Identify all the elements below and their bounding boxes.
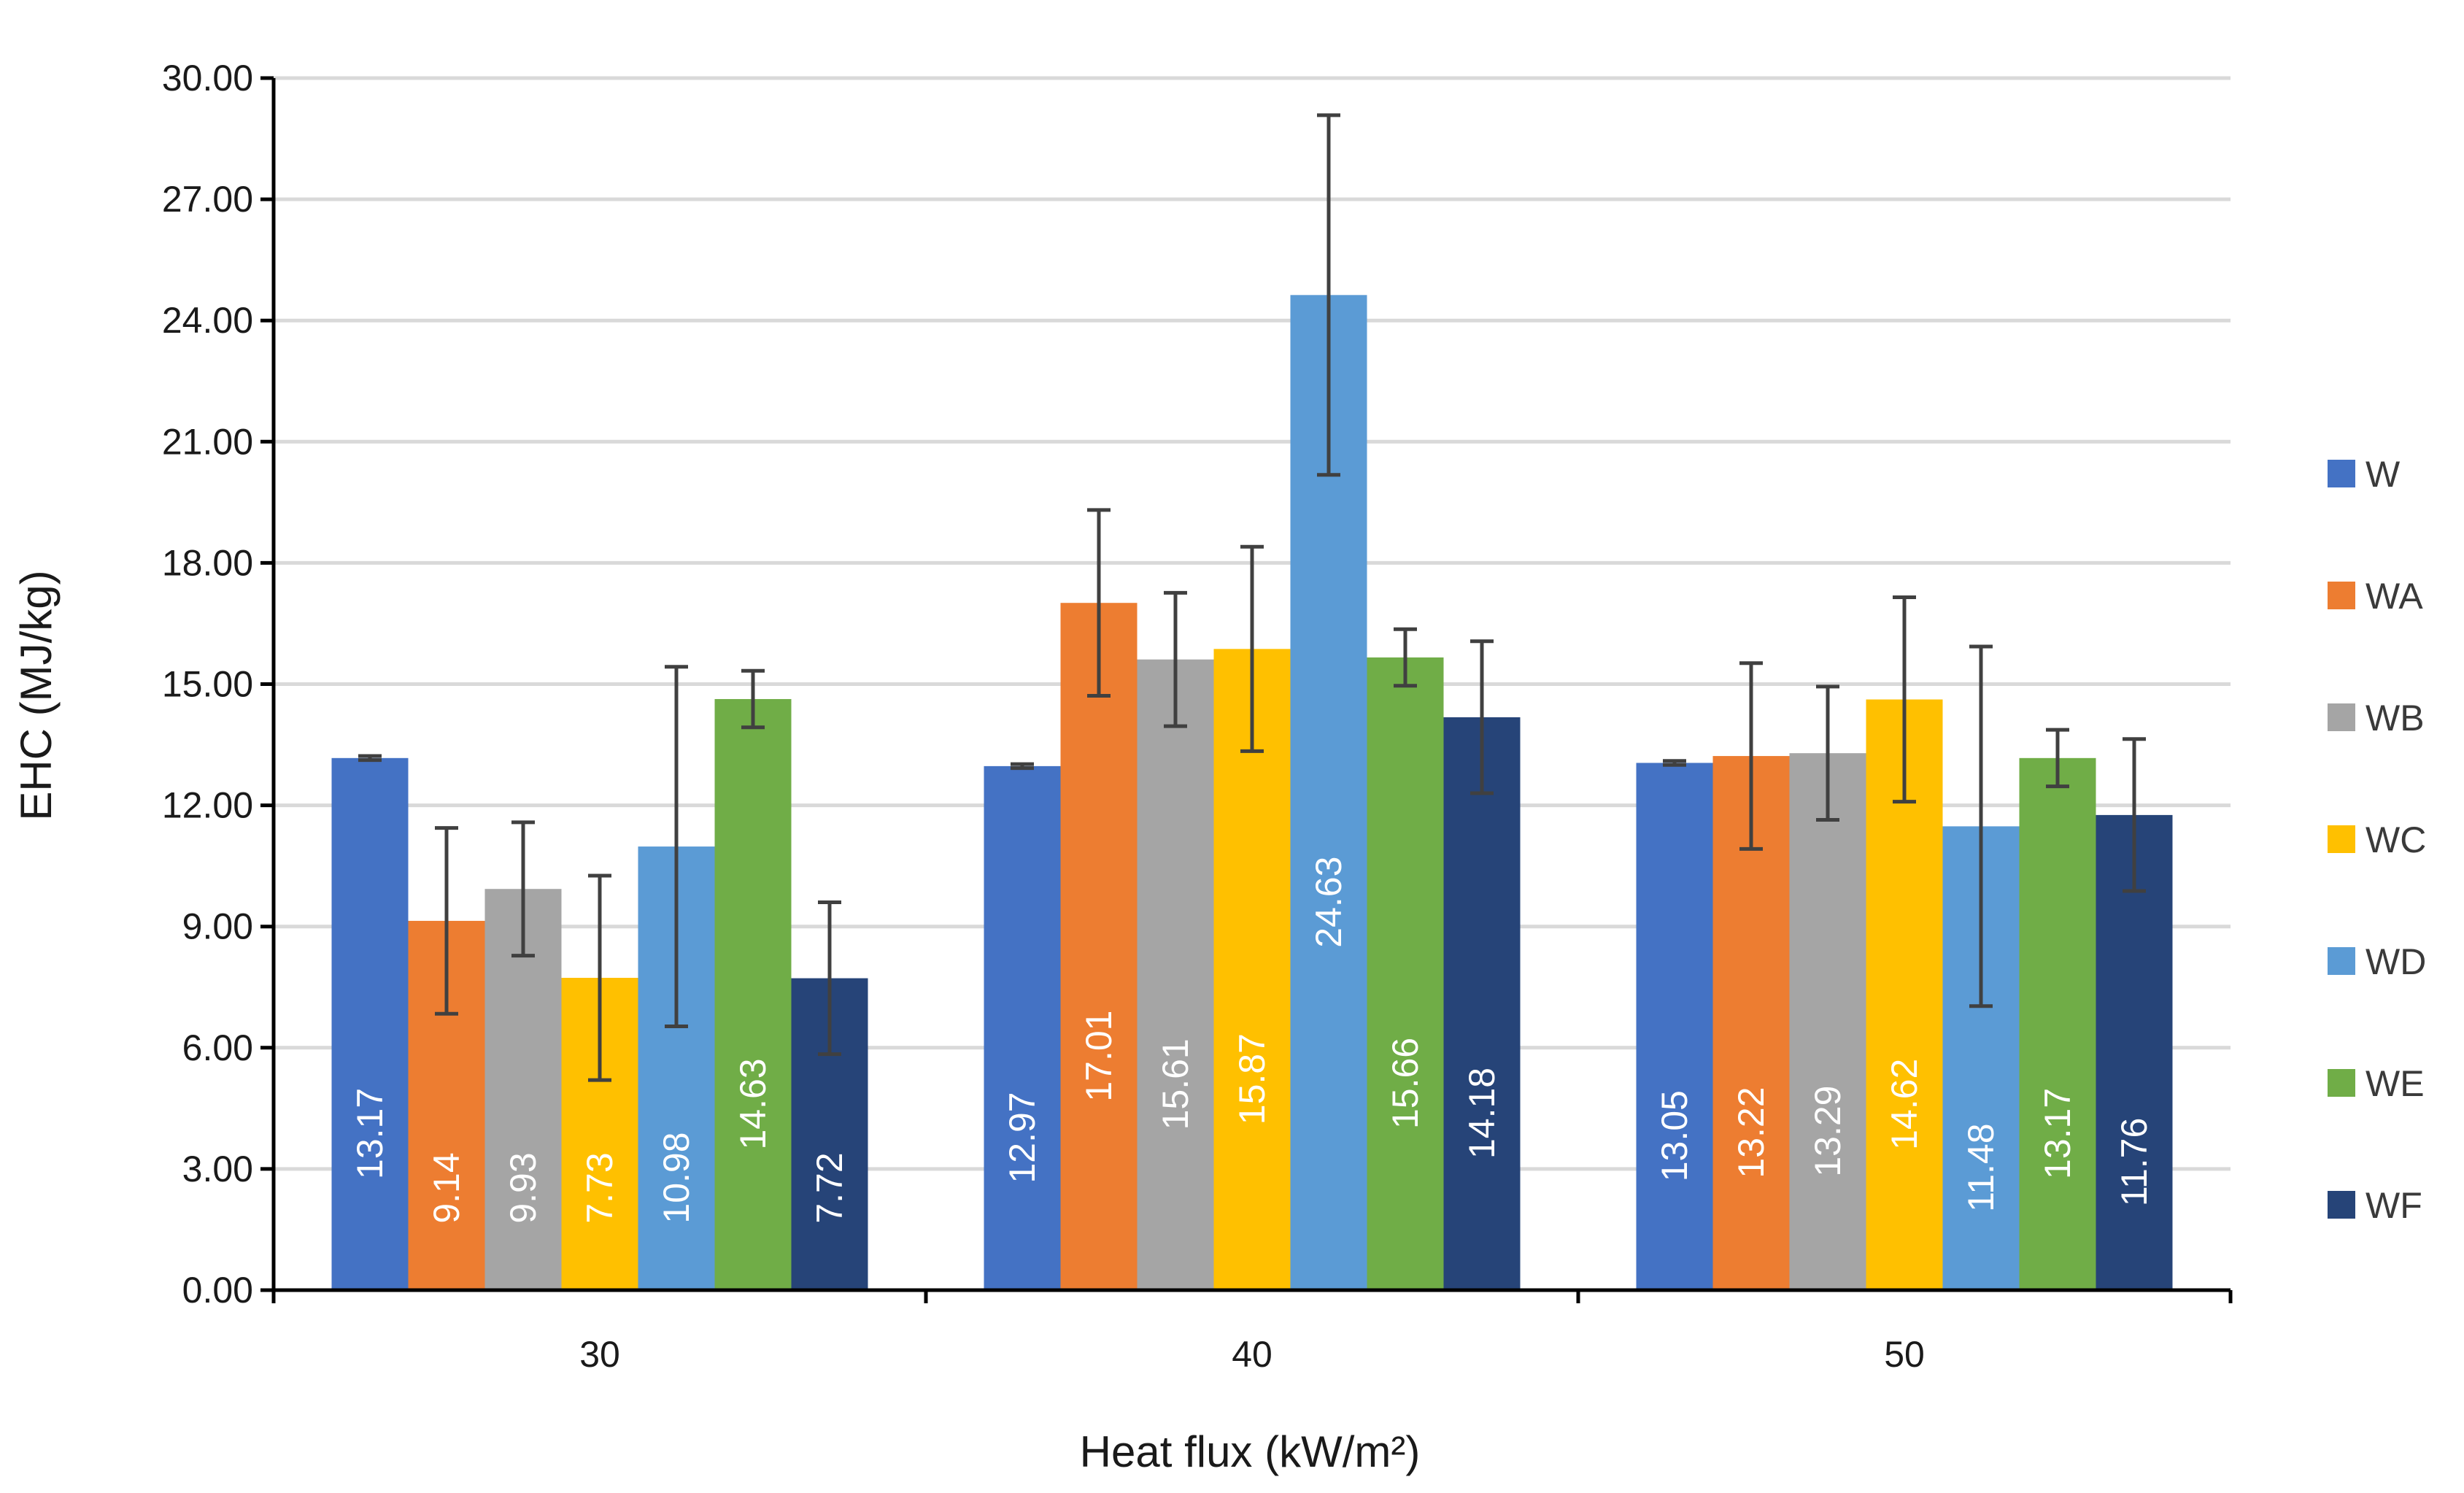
bar-w-50 — [1636, 763, 1713, 1290]
bar-wb-50 — [1789, 753, 1866, 1290]
legend-swatch-we — [2328, 1069, 2355, 1097]
bar-w-30 — [331, 757, 409, 1290]
data-label: 13.05 — [1654, 1090, 1695, 1181]
bar-we-40 — [1367, 657, 1444, 1290]
bar-wf-50 — [2096, 814, 2173, 1290]
data-label: 11.48 — [1961, 1123, 2001, 1211]
data-label: 15.87 — [1232, 1033, 1272, 1124]
legend-swatch-wd — [2328, 947, 2355, 975]
bar-wb-40 — [1137, 659, 1214, 1290]
data-label: 7.73 — [579, 1152, 620, 1223]
legend-swatch-wa — [2328, 582, 2355, 609]
x-axis-title: Heat flux (kW/m²) — [1080, 1427, 1421, 1476]
data-label: 14.18 — [1461, 1068, 1502, 1159]
bar-we-30 — [714, 698, 792, 1290]
legend-swatch-wf — [2328, 1191, 2355, 1219]
y-tick-label: 0.00 — [182, 1270, 253, 1311]
data-label: 9.93 — [503, 1152, 544, 1223]
bars — [331, 295, 2173, 1291]
y-tick-label: 9.00 — [182, 906, 253, 947]
x-tick-label: 50 — [1884, 1334, 1925, 1375]
y-tick-label: 30.00 — [162, 58, 253, 99]
data-label: 10.98 — [656, 1132, 697, 1223]
data-label: 13.22 — [1731, 1087, 1772, 1178]
data-label: 24.63 — [1308, 857, 1349, 948]
legend: W WA WB WC WD WE WF — [2328, 454, 2426, 1226]
legend-label-wb: WB — [2365, 698, 2425, 738]
data-label: 9.14 — [426, 1152, 467, 1223]
data-label: 14.62 — [1884, 1059, 1925, 1150]
data-label: 13.17 — [2037, 1088, 2078, 1179]
legend-swatch-wc — [2328, 825, 2355, 853]
y-tick-label: 3.00 — [182, 1149, 253, 1189]
axes: 0.00 3.00 6.00 9.00 12.00 15.00 18.00 21.00 24.0… — [162, 58, 2233, 1375]
legend-label-we: WE — [2365, 1063, 2425, 1104]
data-label: 7.72 — [809, 1152, 850, 1223]
y-tick-label: 6.00 — [182, 1027, 253, 1068]
error-bars — [358, 113, 2146, 1082]
data-label: 15.61 — [1155, 1038, 1196, 1130]
data-label: 12.97 — [1002, 1092, 1043, 1183]
legend-label-w: W — [2365, 454, 2401, 495]
y-tick-label: 15.00 — [162, 664, 253, 705]
data-label: 14.63 — [733, 1058, 773, 1149]
y-tick-label: 21.00 — [162, 421, 253, 462]
data-label: 11.76 — [2114, 1118, 2155, 1206]
legend-label-wa: WA — [2365, 576, 2423, 617]
bar-we-50 — [2019, 757, 2096, 1290]
y-tick-label: 18.00 — [162, 542, 253, 583]
legend-swatch-w — [2328, 460, 2355, 487]
y-tick-label: 27.00 — [162, 179, 253, 220]
data-label: 13.17 — [349, 1088, 390, 1179]
x-tick-label: 30 — [579, 1334, 620, 1375]
legend-label-wd: WD — [2365, 941, 2426, 982]
data-label: 15.66 — [1385, 1038, 1426, 1129]
y-axis-title: EHC (MJ/kg) — [12, 570, 61, 820]
legend-label-wf: WF — [2365, 1185, 2422, 1226]
legend-swatch-wb — [2328, 703, 2355, 731]
data-label: 17.01 — [1078, 1011, 1119, 1102]
bar-wa-40 — [1060, 603, 1138, 1290]
bar-wf-40 — [1443, 717, 1521, 1290]
data-labels: 13.17 9.14 9.93 7.73 10.98 14.63 7.72 12.97 17.0… — [349, 857, 2155, 1224]
data-label: 13.29 — [1807, 1086, 1848, 1177]
x-tick-label: 40 — [1232, 1334, 1272, 1375]
y-tick-label: 12.00 — [162, 785, 253, 826]
bar-wc-40 — [1213, 649, 1291, 1290]
bar-w-40 — [984, 765, 1061, 1290]
legend-label-wc: WC — [2365, 819, 2426, 860]
y-tick-label: 24.00 — [162, 300, 253, 341]
